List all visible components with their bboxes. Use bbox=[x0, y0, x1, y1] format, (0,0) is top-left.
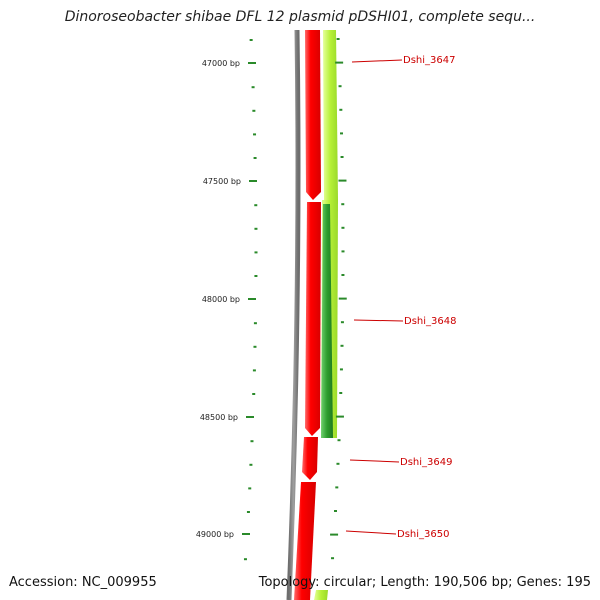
ruler-label: 47000 bp bbox=[202, 59, 240, 68]
ruler-minor-ticks bbox=[243, 39, 258, 561]
ruler-label: 49000 bp bbox=[196, 530, 234, 539]
reverse-gene-feature[interactable] bbox=[314, 590, 328, 600]
gene-label[interactable]: Dshi_3648 bbox=[404, 316, 456, 327]
ruler-label: 47500 bp bbox=[203, 177, 241, 186]
ruler-major-ticks bbox=[242, 62, 257, 535]
gene-label[interactable]: Dshi_3649 bbox=[400, 457, 452, 468]
reverse-gene-feature[interactable] bbox=[323, 30, 338, 200]
genome-summary: Topology: circular; Length: 190,506 bp; … bbox=[258, 575, 591, 590]
ruler-label: 48000 bp bbox=[202, 295, 240, 304]
map-title: Dinoroseobacter shibae DFL 12 plasmid pD… bbox=[64, 9, 536, 25]
gene-feature-dshi-3648[interactable] bbox=[305, 202, 321, 436]
ruler-labels: 47000 bp 47500 bp 48000 bp 48500 bp 4900… bbox=[196, 59, 241, 539]
plasmid-backbone-highlight bbox=[292, 29, 303, 600]
leader-line bbox=[345, 530, 397, 535]
leader-line bbox=[353, 319, 404, 322]
reverse-gene-feature-highlight bbox=[321, 204, 333, 438]
forward-strand bbox=[294, 30, 321, 600]
gene-feature-dshi-3647[interactable] bbox=[305, 30, 321, 200]
ruler-outer-ticks bbox=[330, 38, 347, 560]
gene-label[interactable]: Dshi_3647 bbox=[403, 55, 455, 66]
plasmid-backbone bbox=[286, 29, 301, 600]
ruler-label: 48500 bp bbox=[200, 413, 238, 422]
reverse-strand bbox=[314, 30, 338, 600]
leader-line bbox=[349, 459, 400, 463]
leader-line bbox=[351, 59, 403, 63]
gene-label[interactable]: Dshi_3650 bbox=[397, 529, 449, 540]
gene-label-leaders bbox=[345, 59, 404, 535]
gene-labels: Dshi_3647 Dshi_3648 Dshi_3649 Dshi_3650 bbox=[397, 55, 456, 540]
gene-feature-dshi-3649[interactable] bbox=[302, 437, 318, 480]
gene-feature-dshi-3650[interactable] bbox=[294, 482, 316, 600]
accession-text: Accession: NC_009955 bbox=[9, 575, 157, 590]
